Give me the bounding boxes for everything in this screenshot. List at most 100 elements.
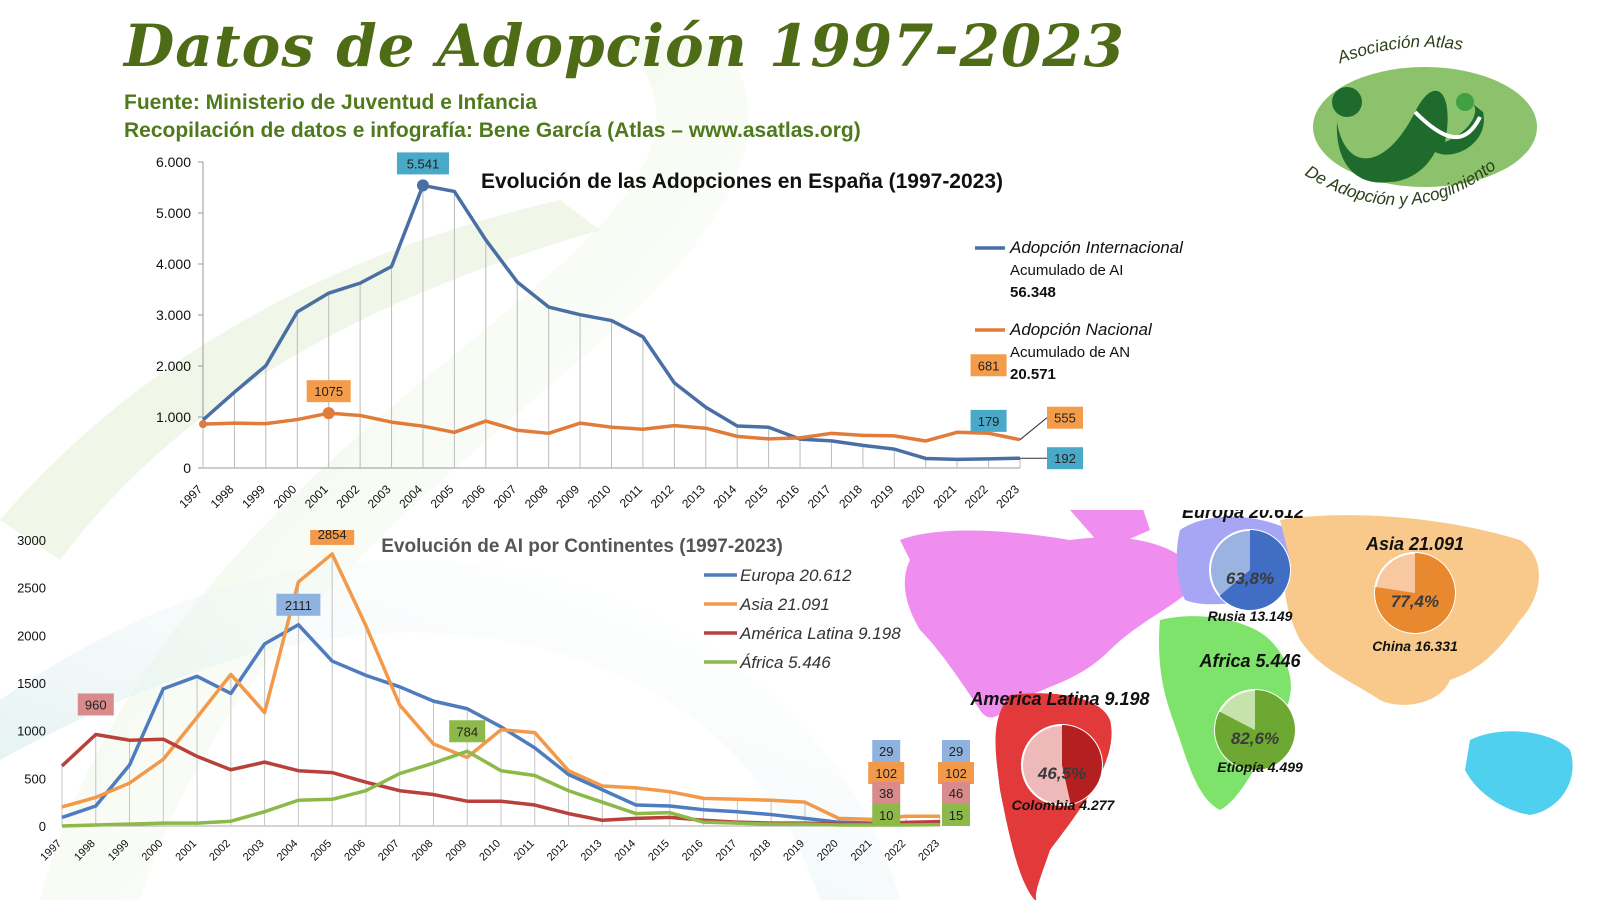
data-label-text: 1075 bbox=[314, 384, 343, 399]
x-tick-label: 2017 bbox=[714, 838, 740, 864]
data-label-text: 681 bbox=[978, 358, 1000, 373]
data-label-box bbox=[970, 409, 1007, 432]
data-label-text: 10 bbox=[879, 808, 893, 823]
pie-percent: 77,4% bbox=[1391, 592, 1439, 611]
data-label-text: 29 bbox=[949, 744, 963, 759]
credits-line: Recopilación de datos e infografía: Bene… bbox=[124, 119, 861, 142]
data-label: 38 bbox=[872, 782, 901, 804]
y-tick-label: 1500 bbox=[17, 676, 46, 691]
x-tick-label: 2000 bbox=[271, 482, 300, 511]
x-tick-label: 2006 bbox=[342, 838, 368, 864]
data-label: 46 bbox=[942, 782, 970, 804]
chart-title: Evolución de las Adopciones en España (1… bbox=[481, 170, 1003, 193]
data-label-text: 102 bbox=[945, 766, 967, 781]
data-label: 29 bbox=[872, 740, 901, 762]
x-tick-label: 2015 bbox=[742, 482, 771, 511]
an-peak-marker bbox=[322, 407, 335, 420]
x-tick-label: 2017 bbox=[805, 482, 834, 511]
y-tick-label: 2000 bbox=[17, 628, 46, 643]
legend-sub-0: Acumulado de AI bbox=[1010, 262, 1123, 279]
x-tick-label: 2002 bbox=[207, 838, 233, 864]
x-tick-label: 2021 bbox=[849, 838, 875, 864]
pie-sub-label: China 16.331 bbox=[1372, 638, 1458, 654]
data-label-text: 2111 bbox=[285, 598, 312, 613]
x-tick-label: 2020 bbox=[899, 482, 928, 511]
x-tick-label: 2010 bbox=[477, 838, 503, 864]
pie-main-slice bbox=[1062, 725, 1103, 805]
x-tick-label: 2007 bbox=[491, 482, 520, 511]
legend-name-1: Asia 21.091 bbox=[739, 595, 830, 614]
pie-percent: 63,8% bbox=[1226, 569, 1274, 588]
x-tick-label: 2018 bbox=[836, 482, 865, 511]
data-label: 29 bbox=[942, 740, 970, 762]
data-label-text: 784 bbox=[456, 724, 478, 739]
series-line-0 bbox=[61, 623, 940, 825]
data-label: 102 bbox=[868, 762, 905, 784]
legend-total-0: 56.348 bbox=[1010, 284, 1056, 301]
y-tick-label: 2.000 bbox=[156, 358, 191, 374]
data-label: 2111 bbox=[276, 593, 321, 616]
y-tick-label: 0 bbox=[39, 819, 46, 834]
x-tick-label: 2015 bbox=[646, 838, 672, 864]
north-america-shape bbox=[900, 530, 1200, 718]
x-tick-label: 1997 bbox=[176, 482, 205, 511]
x-tick-label: 2000 bbox=[140, 838, 166, 864]
x-tick-label: 1997 bbox=[38, 838, 64, 864]
pie-sub-label: Rusia 13.149 bbox=[1208, 608, 1293, 624]
x-tick-label: 1999 bbox=[106, 838, 132, 864]
legend-total-1: 20.571 bbox=[1010, 366, 1056, 383]
pie-sub-label: Etiopía 4.499 bbox=[1217, 759, 1303, 775]
x-tick-label: 2014 bbox=[612, 838, 638, 864]
an-start-marker bbox=[199, 420, 207, 429]
data-label-box bbox=[942, 740, 970, 762]
series-line-1 bbox=[202, 411, 1021, 443]
x-tick-label: 2014 bbox=[711, 482, 740, 511]
y-tick-label: 4.000 bbox=[156, 256, 191, 272]
data-label: 1075 bbox=[306, 380, 351, 403]
x-tick-label: 2010 bbox=[585, 482, 614, 511]
pie-3: 46,5% America Latina 9.198 Colombia 4.277 bbox=[969, 689, 1149, 813]
x-tick-label: 2009 bbox=[444, 838, 470, 864]
data-label: 784 bbox=[449, 720, 486, 743]
data-label: 10 bbox=[872, 804, 901, 826]
page-title: Datos de Adopción 1997-2023 bbox=[124, 12, 1125, 80]
data-label-box bbox=[276, 593, 321, 616]
pie-title: Europa 20.612 bbox=[1182, 510, 1304, 522]
data-label: 179 bbox=[970, 409, 1007, 432]
legend-name-0: Adopción Internacional bbox=[1009, 238, 1184, 257]
legend-name-0: Europa 20.612 bbox=[740, 566, 852, 585]
x-tick-label: 2020 bbox=[815, 838, 841, 864]
data-label-text: 15 bbox=[949, 808, 963, 823]
x-tick-label: 2018 bbox=[747, 838, 773, 864]
series-line-1 bbox=[61, 552, 940, 822]
source-line: Fuente: Ministerio de Juventud e Infanci… bbox=[124, 91, 538, 114]
y-tick-label: 500 bbox=[24, 771, 46, 786]
pie-title: America Latina 9.198 bbox=[969, 689, 1149, 709]
label-leader bbox=[1019, 417, 1048, 441]
x-tick-label: 2004 bbox=[396, 482, 425, 511]
pie-percent: 82,6% bbox=[1231, 729, 1279, 748]
pie-title: Africa 5.446 bbox=[1198, 651, 1301, 671]
data-label-box bbox=[942, 782, 970, 804]
data-label-box bbox=[868, 762, 905, 784]
series-line-3 bbox=[61, 749, 941, 828]
pie-title: Asia 21.091 bbox=[1365, 534, 1464, 554]
x-tick-label: 2019 bbox=[781, 838, 807, 864]
y-tick-label: 3000 bbox=[17, 533, 46, 548]
x-tick-label: 2013 bbox=[579, 838, 605, 864]
x-tick-label: 2003 bbox=[365, 482, 394, 511]
data-label-box bbox=[396, 152, 449, 175]
x-tick-label: 2022 bbox=[962, 482, 991, 511]
pie-main-slice bbox=[1375, 553, 1455, 633]
logo-top-text: Asociación Atlas bbox=[1334, 32, 1465, 67]
x-tick-label: 2011 bbox=[512, 838, 537, 863]
legend-name-2: América Latina 9.198 bbox=[739, 624, 901, 643]
x-tick-label: 2019 bbox=[868, 482, 897, 511]
y-tick-label: 1.000 bbox=[156, 409, 191, 425]
y-tick-label: 2500 bbox=[17, 581, 46, 596]
x-tick-label: 2007 bbox=[376, 838, 402, 864]
legend-name-1: Adopción Nacional bbox=[1009, 320, 1153, 339]
data-label-text: 179 bbox=[978, 414, 1000, 429]
